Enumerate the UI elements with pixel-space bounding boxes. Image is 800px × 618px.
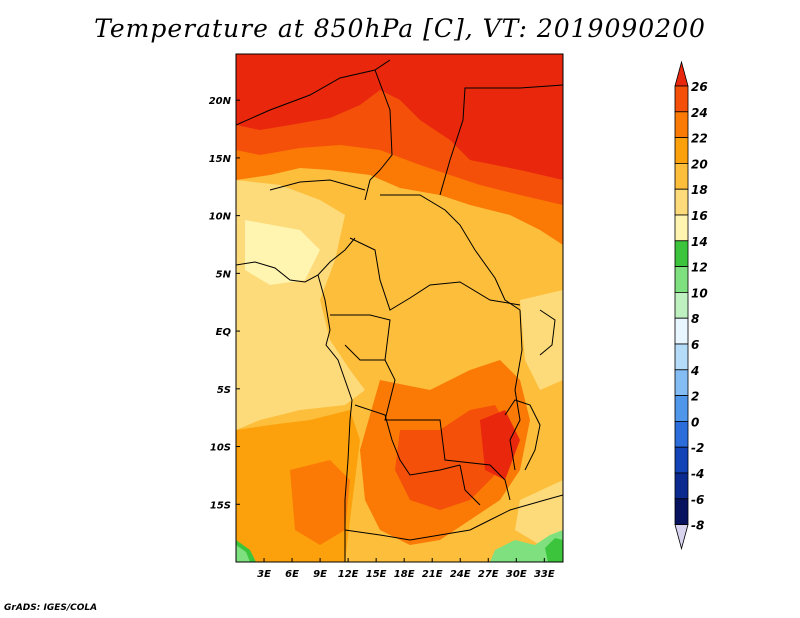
y-tick-label: 10N: [209, 212, 232, 223]
x-tick-label: 30E: [506, 569, 527, 580]
country-borders: [236, 59, 563, 562]
colorbar-label: 20: [691, 157, 708, 171]
colorbar-swatch: [674, 369, 689, 396]
colorbar-label: -4: [691, 467, 704, 481]
temperature-field: [236, 54, 563, 562]
colorbar-swatch: [674, 214, 689, 242]
colorbar-label: -6: [691, 493, 704, 507]
x-tick-label: 12E: [338, 569, 359, 580]
x-tick-label: 33E: [534, 569, 555, 580]
y-tick-label: 15S: [210, 500, 231, 511]
colorbar-swatch: [674, 395, 689, 422]
x-tick-label: 18E: [394, 569, 415, 580]
x-tick-label: 3E: [257, 569, 271, 580]
colorbar-label: 2: [691, 390, 699, 404]
map-title: Temperature at 850hPa [C], VT: 201909020…: [94, 14, 706, 43]
colorbar-label: 18: [691, 183, 708, 197]
colorbar-label: 0: [691, 415, 699, 429]
x-axis: 3E 6E 9E 12E 15E 18E 21E 24E 27E 30E 33E: [257, 558, 555, 580]
credit-label: GrADS: IGES/COLA: [4, 603, 98, 613]
colorbar-label: 8: [691, 312, 699, 326]
colorbar-swatch: [674, 85, 689, 113]
x-tick-label: 27E: [478, 569, 499, 580]
colorbar-label: 10: [691, 286, 708, 300]
colorbar-label: 16: [691, 209, 708, 223]
y-tick-label: 10S: [210, 443, 231, 454]
colorbar-swatch: [674, 498, 689, 525]
x-tick-label: 15E: [366, 569, 387, 580]
x-tick-label: 24E: [450, 569, 471, 580]
colorbar-bottom-arrow: [674, 524, 689, 551]
colorbar-label: 26: [691, 80, 708, 94]
colorbar-swatch: [674, 137, 689, 164]
colorbar-swatch: [674, 472, 689, 500]
y-tick-label: EQ: [216, 327, 232, 338]
x-tick-label: 21E: [422, 569, 443, 580]
colorbar-swatch: [674, 291, 689, 319]
colorbar-label: 6: [691, 338, 699, 352]
colorbar-label: 24: [691, 106, 708, 120]
y-tick-label: 15N: [209, 154, 232, 165]
x-tick-label: 9E: [313, 569, 327, 580]
colorbar-top-arrow: [674, 60, 689, 87]
plot-frame: [235, 53, 564, 563]
y-tick-label: 5N: [216, 269, 232, 280]
colorbar-swatch: [674, 162, 689, 190]
colorbar-label: 14: [691, 235, 708, 249]
colorbar-label: -2: [691, 441, 704, 455]
colorbar-swatch: [674, 420, 689, 448]
y-tick-label: 5S: [217, 385, 231, 396]
colorbar-swatch: [674, 343, 689, 371]
colorbar-label: 4: [690, 364, 699, 378]
x-tick-label: 6E: [285, 569, 299, 580]
colorbar-swatch: [674, 266, 689, 293]
colorbar-label: -8: [691, 519, 704, 533]
colorbar-label: 12: [691, 261, 708, 275]
y-axis: 20N 15N 10N 5N EQ 5S 10S 15S: [209, 96, 240, 511]
colorbar-swatch: [674, 188, 689, 216]
colorbar-swatch: [674, 111, 689, 139]
colorbar-swatch: [674, 317, 689, 345]
colorbar-swatch: [674, 240, 689, 268]
colorbar-label: 22: [691, 132, 708, 146]
y-tick-label: 20N: [209, 96, 232, 107]
colorbar-swatch: [674, 446, 689, 474]
